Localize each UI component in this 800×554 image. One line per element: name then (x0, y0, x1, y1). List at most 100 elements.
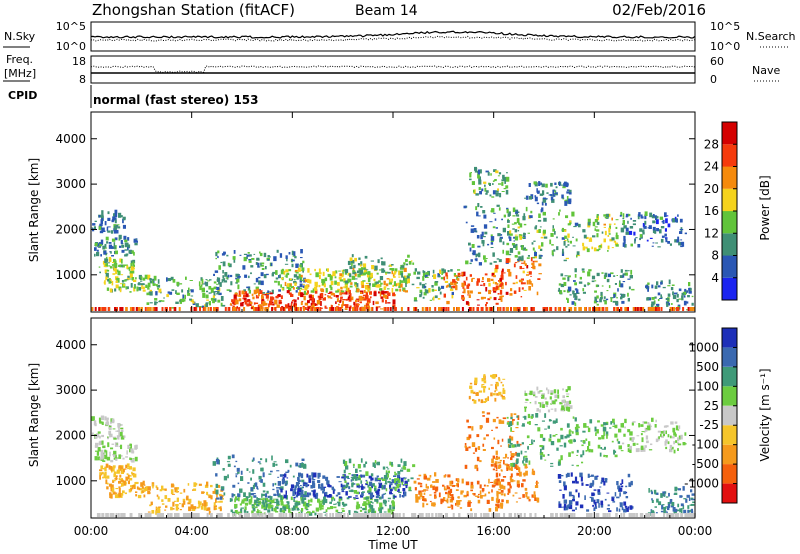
power-echo-cell (476, 253, 479, 257)
velocity-echo-cell (606, 434, 608, 439)
power-echo-cell (456, 278, 460, 281)
power-echo-cell (218, 265, 221, 270)
power-echo-cell (528, 183, 531, 187)
velocity-echo-cell (118, 492, 122, 497)
power-ground-cell (530, 307, 533, 311)
velocity-echo-cell (217, 501, 221, 503)
power-ground-cell (102, 307, 105, 311)
power-echo-cell (422, 276, 425, 281)
power-echo-cell (255, 295, 258, 299)
velocity-ytick-label: 1000 (55, 474, 86, 488)
velocity-echo-cell (476, 495, 480, 497)
power-echo-cell (485, 287, 488, 292)
power-echo-cell (487, 278, 491, 282)
power-echo-cell (295, 290, 298, 293)
velocity-echo-cell (663, 508, 666, 514)
velocity-echo-cell (300, 463, 304, 468)
velocity-echo-cell (91, 416, 95, 421)
power-echo-cell (582, 246, 586, 251)
velocity-echo-cell (592, 504, 595, 507)
power-echo-cell (562, 277, 566, 280)
power-ground-cell (597, 307, 600, 311)
velocity-echo-cell (273, 461, 277, 463)
velocity-echo-cell (506, 499, 509, 504)
velocity-ground-cell (687, 513, 690, 517)
velocity-echo-cell (449, 480, 452, 485)
power-ground-cell (297, 307, 300, 311)
power-echo-cell (111, 280, 114, 286)
velocity-echo-cell (481, 488, 485, 492)
velocity-echo-cell (575, 507, 577, 510)
velocity-echo-cell (114, 478, 118, 480)
power-echo-cell (267, 259, 270, 261)
velocity-echo-cell (328, 494, 332, 498)
velocity-echo-cell (651, 498, 653, 501)
power-echo-cell (572, 245, 576, 247)
power-echo-cell (564, 240, 567, 242)
velocity-ground-cell (411, 513, 414, 517)
power-echo-cell (278, 289, 281, 292)
velocity-echo-cell (312, 479, 316, 480)
power-echo-cell (121, 280, 125, 283)
velocity-echo-cell (213, 507, 216, 511)
power-ground-cell (259, 307, 262, 311)
velocity-echo-cell (353, 466, 355, 468)
velocity-echo-cell (648, 425, 652, 427)
velocity-echo-cell (243, 498, 247, 502)
velocity-echo-cell (650, 489, 653, 493)
power-echo-cell (501, 191, 505, 192)
velocity-echo-cell (157, 507, 161, 512)
power-echo-cell (505, 250, 510, 256)
velocity-echo-cell (500, 381, 503, 384)
power-echo-cell (411, 283, 415, 286)
velocity-echo-cell (449, 485, 453, 487)
velocity-echo-cell (112, 467, 115, 472)
power-echo-cell (567, 298, 569, 303)
power-echo-cell (206, 280, 210, 282)
power-echo-cell (513, 244, 517, 248)
velocity-ground-cell (437, 513, 440, 517)
velocity-ground-cell (686, 513, 689, 517)
velocity-echo-cell (230, 509, 233, 513)
power-echo-cell (472, 231, 475, 233)
velocity-echo-cell (531, 471, 536, 475)
velocity-echo-cell (279, 486, 281, 490)
velocity-echo-cell (588, 441, 591, 446)
power-echo-cell (508, 271, 512, 277)
velocity-echo-cell (127, 480, 130, 485)
power-echo-cell (544, 202, 547, 206)
velocity-echo-cell (404, 480, 408, 486)
velocity-echo-cell (596, 475, 599, 477)
velocity-echo-cell (596, 499, 600, 503)
power-echo-cell (364, 269, 367, 272)
power-echo-cell (296, 287, 299, 290)
velocity-echo-cell (132, 467, 136, 472)
velocity-echo-cell (495, 472, 499, 478)
velocity-echo-cell (669, 435, 672, 439)
power-echo-cell (319, 275, 321, 280)
power-echo-cell (212, 300, 215, 304)
velocity-ylabel: Slant Range [km] (27, 363, 41, 467)
velocity-echo-cell (571, 451, 574, 454)
power-echo-cell (473, 228, 477, 233)
velocity-ground-cell (232, 513, 235, 517)
power-echo-cell (378, 291, 381, 294)
velocity-ground-cell (413, 513, 416, 517)
velocity-colorbar-tick-label: 100 (696, 379, 719, 393)
velocity-echo-cell (552, 400, 556, 405)
velocity-echo-cell (282, 496, 284, 500)
power-echo-cell (223, 251, 226, 255)
velocity-echo-cell (565, 401, 569, 406)
velocity-echo-cell (590, 482, 594, 487)
velocity-echo-cell (678, 435, 681, 440)
power-echo-cell (327, 292, 331, 294)
power-echo-cell (363, 267, 366, 269)
power-echo-cell (357, 263, 361, 266)
power-echo-cell (346, 286, 348, 292)
power-echo-cell (435, 281, 439, 283)
velocity-echo-cell (303, 464, 307, 469)
power-echo-cell (625, 231, 629, 235)
velocity-echo-cell (212, 490, 216, 494)
power-echo-cell (659, 229, 662, 234)
velocity-echo-cell (641, 437, 644, 443)
